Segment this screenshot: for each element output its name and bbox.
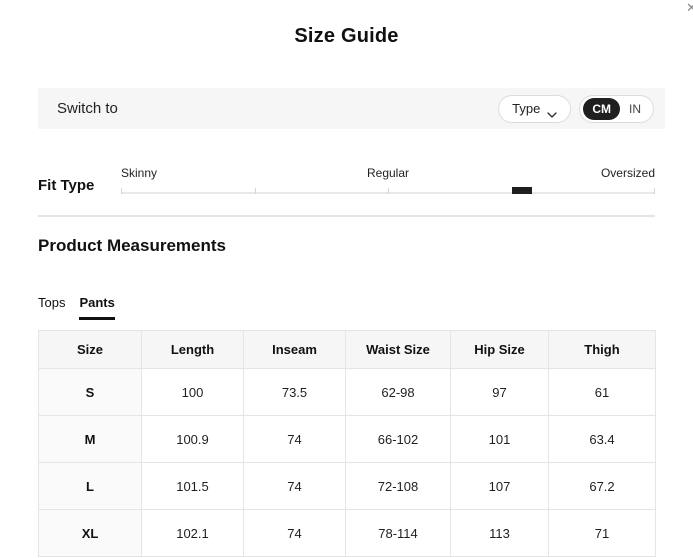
column-header-waist-size: Waist Size — [345, 330, 451, 369]
fit-type-label: Fit Type — [38, 177, 95, 194]
size-cell: L — [38, 462, 142, 510]
column-header-size: Size — [38, 330, 142, 369]
measurement-cell: 74 — [243, 509, 346, 557]
measurement-cell: 74 — [243, 415, 346, 463]
page-title: Size Guide — [294, 25, 399, 47]
table-row: L 101.5 74 72-108 107 67.2 — [38, 462, 656, 510]
measurement-cell: 101 — [450, 415, 549, 463]
size-cell: XL — [38, 509, 142, 557]
measurement-cell: 113 — [450, 509, 549, 557]
measurement-cell: 101.5 — [141, 462, 244, 510]
measurement-cell: 102.1 — [141, 509, 244, 557]
measurement-cell: 74 — [243, 462, 346, 510]
column-header-inseam: Inseam — [243, 330, 346, 369]
fit-type-slider[interactable]: Skinny Regular Oversized — [121, 166, 655, 194]
switch-to-label: Switch to — [57, 100, 118, 117]
measurement-cell: 72-108 — [345, 462, 451, 510]
fit-option-oversized: Oversized — [600, 166, 655, 180]
type-dropdown-button[interactable]: Type — [498, 94, 572, 123]
slider-tick — [121, 188, 122, 194]
measurement-cell: 73.5 — [243, 368, 346, 416]
switch-bar: Switch to Type CM IN — [38, 88, 665, 129]
slider-tick — [254, 188, 256, 194]
table-row: XL 102.1 74 78-114 113 71 — [38, 509, 656, 557]
column-header-length: Length — [141, 330, 244, 369]
measurement-cell: 62-98 — [345, 368, 451, 416]
tab-tops[interactable]: Tops — [38, 295, 66, 310]
measurement-cell: 61 — [548, 368, 656, 416]
column-header-thigh: Thigh — [548, 330, 656, 369]
slider-tick — [388, 188, 389, 194]
measurement-cell: 100.9 — [141, 415, 244, 463]
slider-tick — [654, 188, 655, 194]
fit-option-skinny: Skinny — [121, 166, 158, 180]
size-cell: M — [38, 415, 142, 463]
measurement-cell: 100 — [141, 368, 244, 416]
fit-option-regular: Regular — [366, 166, 410, 180]
product-measurements-heading: Product Measurements — [38, 236, 226, 255]
unit-option-cm[interactable]: CM — [583, 97, 620, 120]
tab-pants[interactable]: Pants — [79, 295, 115, 320]
measurements-table: Size Length Inseam Waist Size Hip Size Thigh … — [38, 330, 656, 557]
measurement-cell: 97 — [450, 368, 549, 416]
chevron-down-icon — [547, 106, 558, 118]
unit-toggle: CM IN — [579, 94, 654, 123]
section-divider — [38, 215, 655, 217]
measurement-cell: 71 — [548, 509, 656, 557]
table-header-row: Size Length Inseam Waist Size Hip Size Thigh — [38, 330, 656, 369]
measurement-cell: 66-102 — [345, 415, 451, 463]
measurement-cell: 63.4 — [548, 415, 656, 463]
measurement-cell: 78-114 — [345, 509, 451, 557]
column-header-hip-size: Hip Size — [450, 330, 549, 369]
type-dropdown-label: Type — [512, 101, 541, 116]
table-row: M 100.9 74 66-102 101 63.4 — [38, 415, 656, 463]
measurement-cell: 107 — [450, 462, 549, 510]
size-cell: S — [38, 368, 142, 416]
category-tabs: Tops Pants — [38, 295, 115, 320]
fit-slider-handle[interactable] — [511, 187, 532, 194]
fit-slider-track[interactable] — [121, 187, 655, 194]
close-icon[interactable]: ✕ — [686, 0, 693, 15]
table-row: S 100 73.5 62-98 97 61 — [38, 368, 656, 416]
fit-type-options: Skinny Regular Oversized — [121, 166, 655, 180]
measurement-cell: 67.2 — [548, 462, 656, 510]
unit-option-in[interactable]: IN — [629, 101, 641, 116]
switch-controls: Type CM IN — [498, 94, 654, 123]
